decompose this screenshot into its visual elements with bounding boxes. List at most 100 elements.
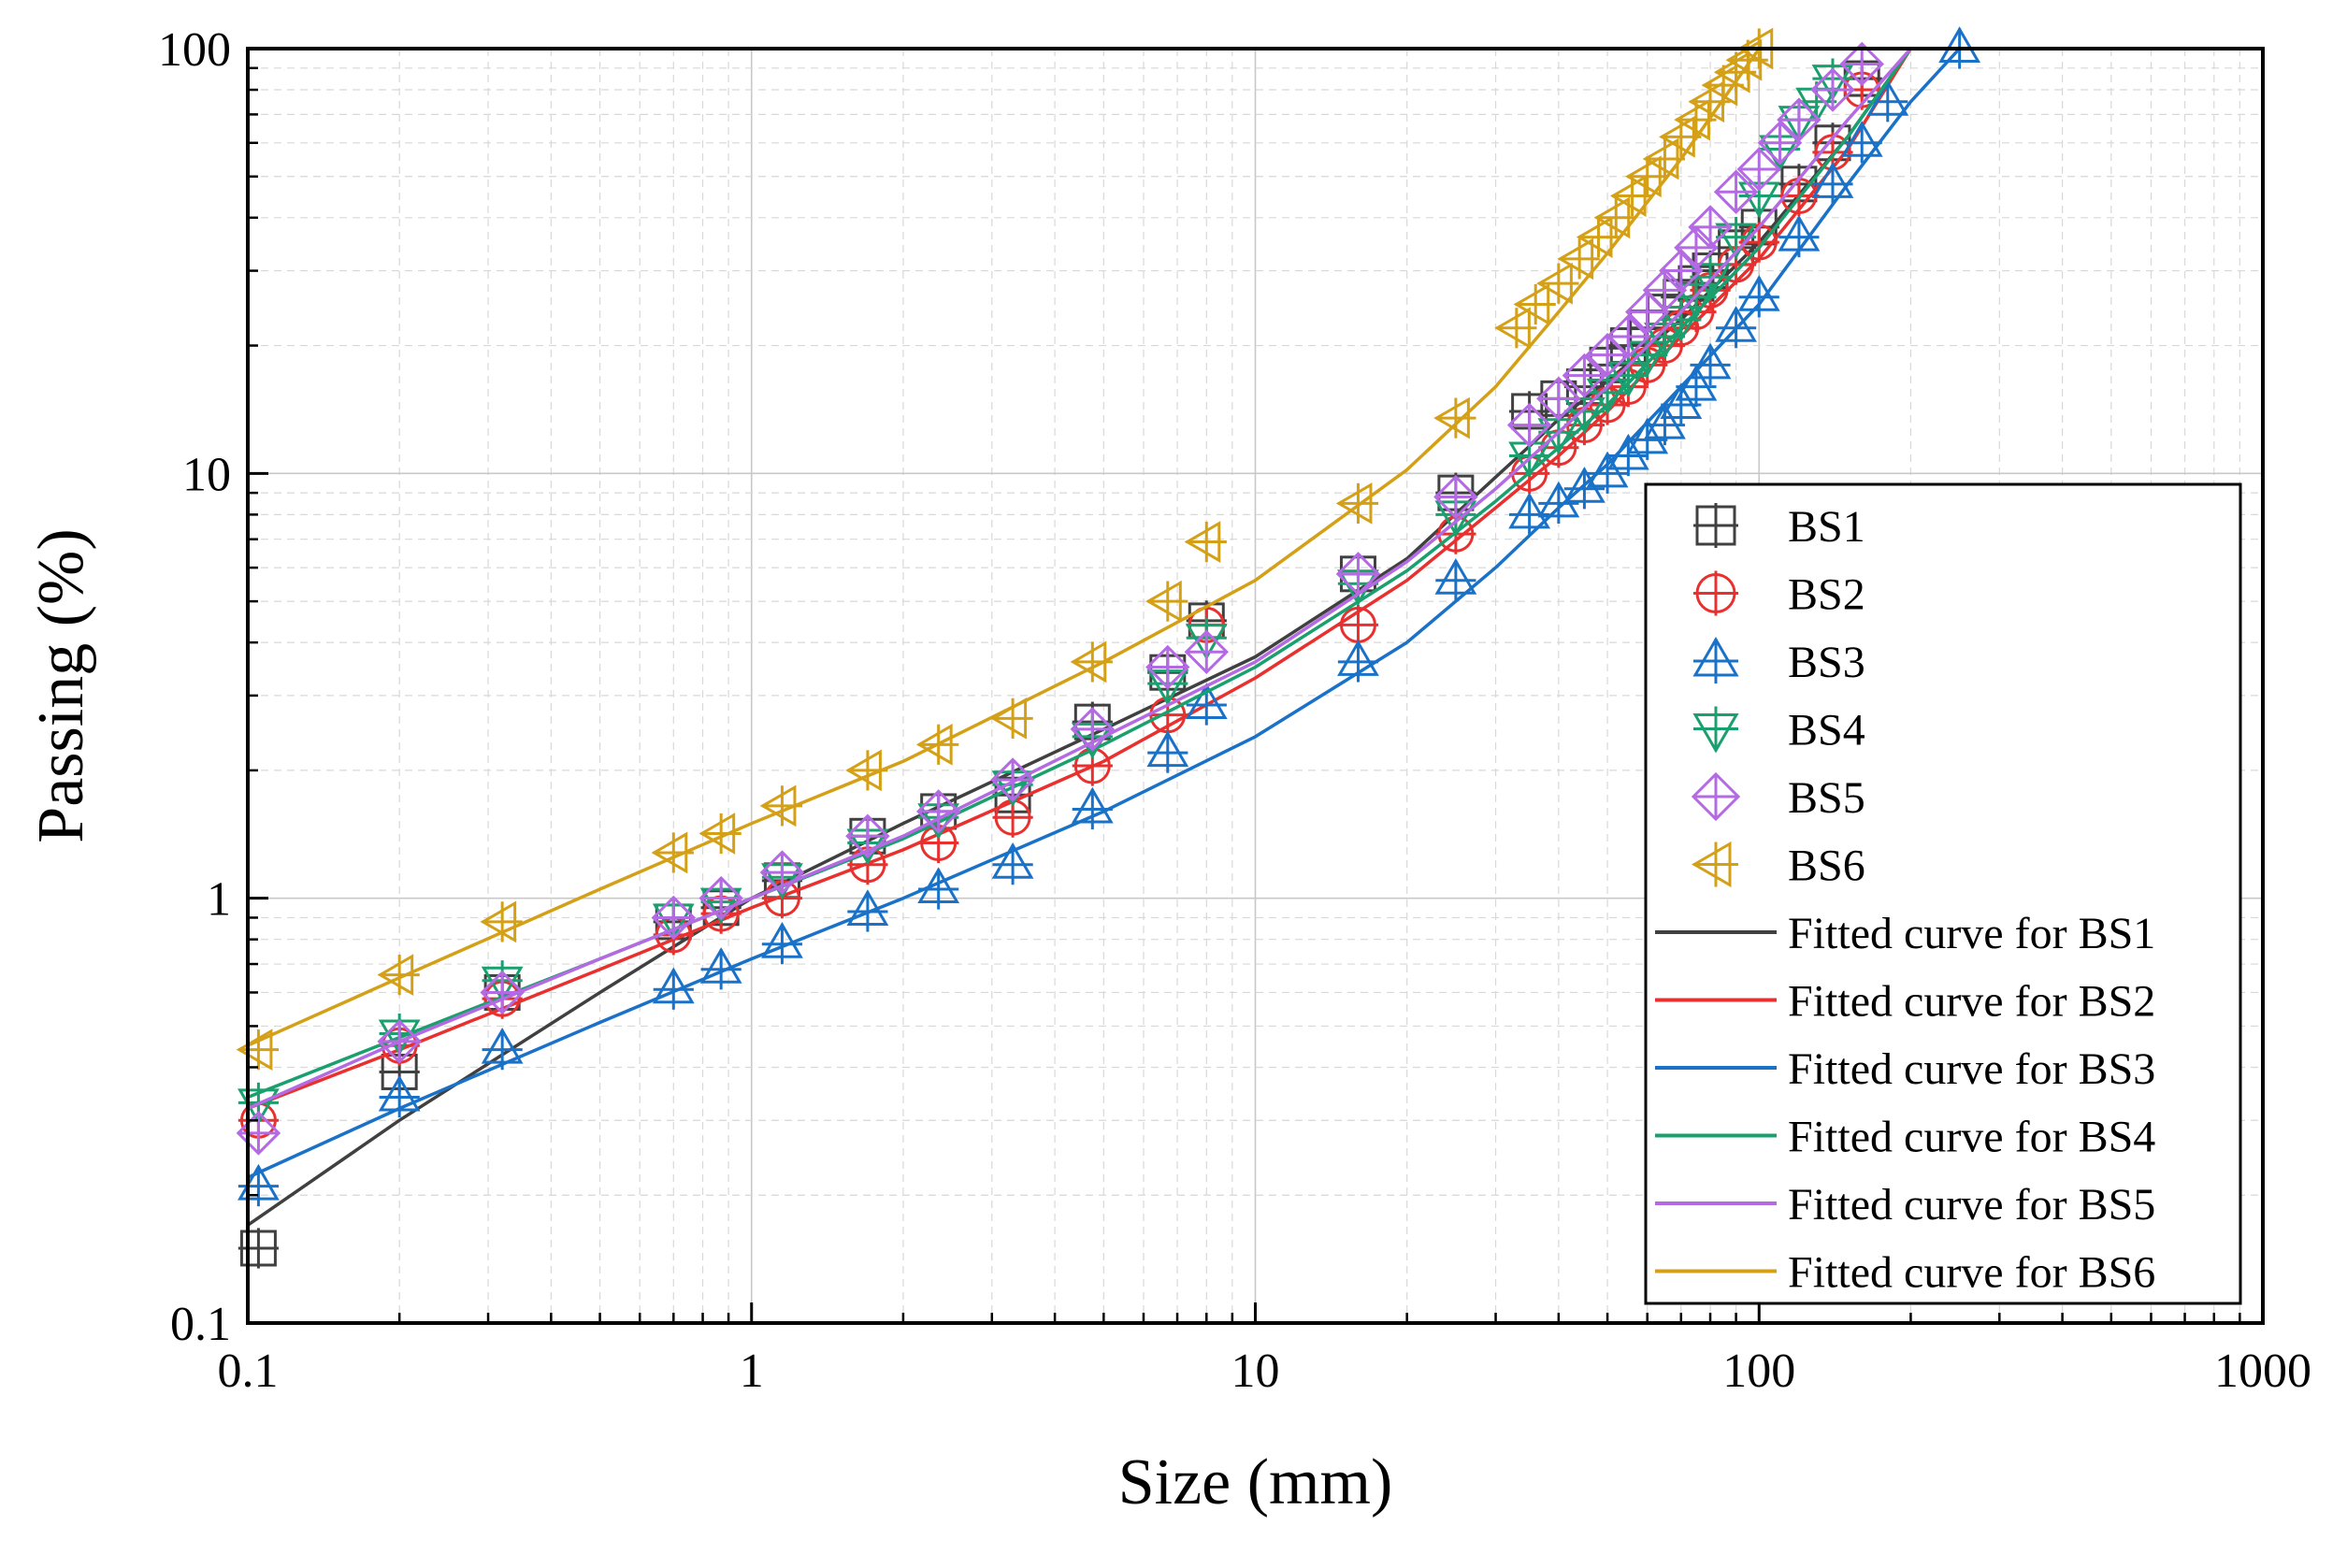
series-layer [236,26,1981,1269]
y-tick-label: 10 [182,448,231,501]
series-bs3 [238,26,1981,1207]
data-point-bs6 [1494,307,1537,350]
legend-label-bs5: BS5 [1788,773,1865,823]
data-point-bs3 [1071,786,1114,830]
data-point-bs6 [651,831,694,874]
data-point-bs5 [759,850,805,895]
data-point-bs5 [1506,402,1552,448]
data-point-bs3 [699,947,742,990]
data-point-bs3 [1811,162,1854,205]
data-point-bs5 [1562,352,1607,398]
data-point-bs3 [1715,306,1757,349]
data-point-bs3 [1737,275,1780,318]
data-point-bs3 [1434,558,1477,601]
data-point-bs3 [1689,342,1732,385]
data-point-bs6 [1433,396,1476,439]
fit-line-bs1 [247,47,1912,1227]
data-point-bs3 [378,1074,421,1118]
data-point-bs6 [1184,521,1227,563]
series-bs5 [236,41,1912,1156]
legend-marker-bs5 [1691,771,1741,822]
data-point-bs5 [1536,376,1581,422]
data-point-bs3 [917,867,960,910]
legend-label-bs1: BS1 [1788,502,1865,552]
legend: BS1 BS2 BS3 BS4 BS5 BS6 Fitted curve for BS1 Fi… [1644,482,2242,1305]
data-point-bs6 [1609,175,1653,217]
y-tick-label: 100 [158,23,231,77]
data-point-bs5 [377,1019,422,1064]
data-point-bs5 [1777,97,1821,142]
data-point-bs3 [1508,492,1551,535]
data-point-bs6 [377,954,420,997]
legend-marker-bs1 [1693,503,1738,548]
legend-fit-label-bs2: Fitted curve for BS2 [1788,977,2155,1027]
legend-label-bs6: BS6 [1788,842,1865,891]
y-tick-label: 0.1 [170,1298,231,1351]
legend-label-bs4: BS4 [1788,706,1865,755]
legend-fit-label-bs6: Fitted curve for BS6 [1788,1248,2155,1298]
data-point-bs5 [1839,41,1884,87]
data-point-bs3 [1586,451,1629,494]
legend-marker-bs3 [1692,637,1739,683]
y-tick-label: 1 [207,873,231,927]
legend-fit-label-bs4: Fitted curve for BS4 [1788,1113,2155,1162]
data-point-bs3 [481,1027,524,1071]
data-point-bs3 [1146,730,1189,773]
data-point-bs6 [1557,237,1600,281]
data-point-bs5 [698,875,743,921]
data-point-bs5 [1335,552,1381,597]
data-point-bs6 [1513,283,1556,325]
data-point-bs6 [236,1029,280,1072]
data-point-bs6 [1593,196,1636,239]
data-point-bs5 [1605,314,1651,359]
data-point-bs6 [1070,640,1113,683]
fit-line-bs5 [247,47,1912,1111]
axis-ticks [246,66,2241,1325]
data-point-bs5 [1642,267,1688,313]
data-point-bs3 [846,889,889,932]
data-point-bs5 [1659,248,1704,294]
data-point-bs4 [1626,335,1669,378]
legend-fit-label-bs3: Fitted curve for BS3 [1788,1044,2155,1094]
x-tick-label: 1 [740,1345,764,1398]
data-point-bs6 [1145,580,1188,623]
legend-fit-label-bs1: Fitted curve for BS1 [1788,909,2155,958]
data-point-bs5 [1736,147,1781,192]
data-point-bs6 [845,749,888,792]
data-point-bs6 [1335,482,1379,525]
data-point-bs5 [1810,67,1855,112]
data-point-bs6 [1642,137,1686,180]
data-point-bs5 [480,970,525,1015]
data-point-bs3 [1337,640,1379,683]
data-point-bs5 [990,757,1035,802]
x-tick-label: 100 [1722,1345,1795,1398]
legend-label-bs2: BS2 [1788,570,1865,620]
tick-labels: 0.1 1 10 100 1000 0.1 1 10 100 [158,23,2311,1398]
data-point-bs5 [651,895,697,941]
data-point-bs5 [1433,474,1478,520]
data-point-bs5 [845,813,890,858]
legend-fit-label-bs5: Fitted curve for BS5 [1788,1180,2155,1230]
x-axis-title: Size (mm) [1118,1446,1393,1518]
data-point-bs6 [990,697,1033,740]
data-point-bs6 [1536,262,1579,305]
legend-label-bs3: BS3 [1788,638,1865,687]
data-point-bs3 [991,842,1034,885]
data-point-bs5 [1184,629,1230,674]
fit-line-bs2 [247,48,1912,1111]
data-point-bs6 [759,784,803,827]
y-axis-title: Passing (%) [25,528,97,842]
series-bs6 [236,27,1779,1072]
data-point-bs3 [652,967,695,1010]
legend-marker-bs2 [1693,570,1738,616]
data-point-bs6 [698,813,742,855]
x-tick-label: 1000 [2214,1345,2311,1398]
data-point-bs6 [480,900,523,943]
legend-marker-bs6 [1692,841,1738,888]
data-point-bs3 [1778,214,1821,258]
legend-box [1644,482,2242,1305]
data-point-bs5 [1145,644,1190,690]
x-tick-label: 10 [1231,1345,1280,1398]
data-point-bs3 [1840,121,1883,164]
